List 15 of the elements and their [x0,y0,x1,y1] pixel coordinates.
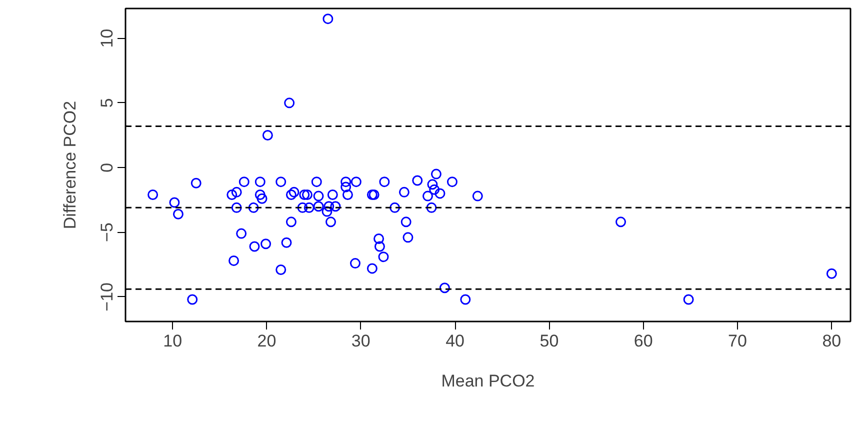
x-tick-label: 10 [163,332,182,350]
x-axis-title: Mean PCO2 [441,372,535,390]
x-tick-label: 80 [822,332,842,350]
y-tick-label: 10 [98,28,116,48]
x-tick-label: 50 [540,332,559,350]
y-axis-title: Difference PCO2 [60,100,80,230]
x-tick-label: 60 [634,332,653,350]
x-tick-label: 70 [728,332,747,350]
y-tick-label: −10 [98,282,116,312]
y-tick-label: 5 [98,98,116,108]
y-tick-label: −5 [98,222,116,242]
y-tick-label: 0 [98,162,116,172]
x-tick-label: 20 [257,332,276,350]
x-tick-label: 40 [446,332,465,350]
x-tick-label: 30 [351,332,370,350]
